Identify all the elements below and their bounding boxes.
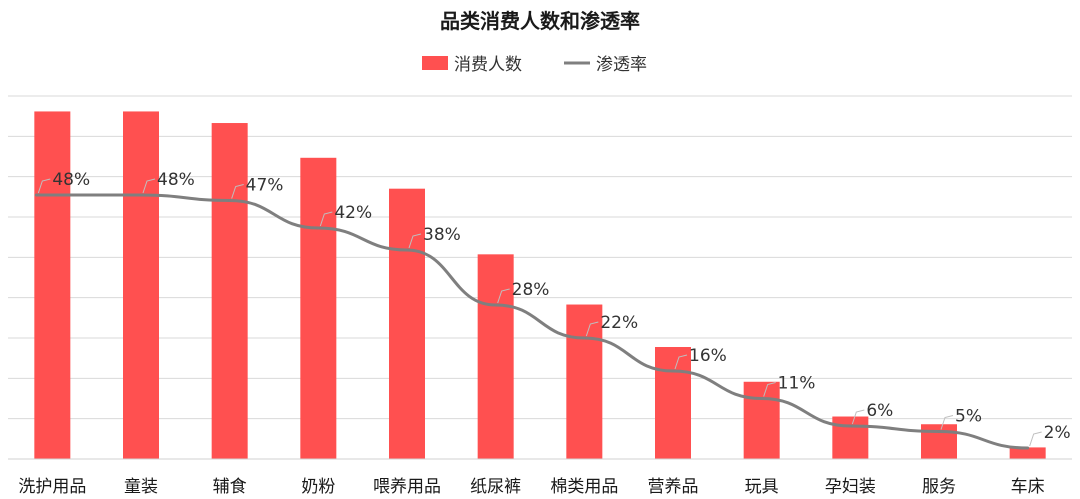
line-point-11 <box>937 430 941 433</box>
line-point-10 <box>848 424 852 428</box>
x-tick-label-7: 棉类用品 <box>550 477 618 497</box>
x-tick-label-5: 喂养用品 <box>373 477 441 497</box>
line-point-5 <box>405 248 409 252</box>
label-leader-2 <box>142 178 156 194</box>
x-tick-label-1: 洗护用品 <box>18 477 86 497</box>
chart-title: 品类消费人数和渗透率 <box>440 9 640 33</box>
line-point-3 <box>228 199 232 202</box>
bar-5 <box>389 188 425 459</box>
legend-swatch-bar <box>422 56 448 70</box>
line-point-8 <box>671 369 675 373</box>
data-label-9: 11% <box>778 374 816 394</box>
data-labels: 48% 48% 47% 42% 38% 28% 22% 16% 11% 6% 5% 2% <box>37 170 1071 447</box>
x-tick-label-2: 童装 <box>124 477 158 497</box>
x-axis: 洗护用品 童装 辅食 奶粉 喂养用品 纸尿裤 棉类用品 营养品 玩具 孕妇装 服务 车床 <box>8 458 1072 497</box>
line-point-4 <box>316 226 320 230</box>
bars <box>34 111 1046 459</box>
bar-2 <box>123 111 159 459</box>
label-leader-8 <box>674 354 688 370</box>
label-leader-10 <box>851 409 865 425</box>
data-label-12: 2% <box>1044 423 1071 443</box>
x-tick-label-6: 纸尿裤 <box>470 477 521 497</box>
data-label-6: 28% <box>512 280 550 300</box>
data-label-11: 5% <box>955 407 982 427</box>
x-tick-label-8: 营养品 <box>648 477 699 497</box>
data-label-5: 38% <box>423 225 461 245</box>
label-leader-1 <box>37 178 51 194</box>
data-label-1: 48% <box>52 170 90 190</box>
gridlines <box>8 95 1072 460</box>
bar-8 <box>655 347 691 459</box>
label-leader-6 <box>497 288 510 304</box>
bar-11 <box>921 424 957 459</box>
line-point-2 <box>139 193 143 197</box>
legend: 消费人数 渗透率 <box>422 55 647 75</box>
label-leader-11 <box>940 415 954 430</box>
data-label-8: 16% <box>689 346 727 366</box>
label-leader-5 <box>408 233 422 249</box>
label-leader-9 <box>763 382 776 397</box>
bar-3 <box>211 123 248 459</box>
line-point-12 <box>1026 446 1030 450</box>
bar-1 <box>34 111 71 459</box>
data-label-2: 48% <box>157 170 195 190</box>
line-point-6 <box>494 303 498 307</box>
data-label-4: 42% <box>334 203 372 223</box>
line-point-7 <box>582 336 586 340</box>
x-tick-label-11: 服务 <box>922 477 956 497</box>
bar-4 <box>300 157 337 459</box>
line-series <box>34 193 1030 450</box>
line-point-9 <box>760 397 764 400</box>
bar-7 <box>566 304 603 459</box>
x-tick-label-3: 辅食 <box>213 477 247 497</box>
bar-10 <box>832 416 869 459</box>
label-leader-4 <box>319 211 333 227</box>
legend-label-line: 渗透率 <box>596 55 647 75</box>
data-label-3: 47% <box>246 176 284 196</box>
label-leader-3 <box>231 184 244 199</box>
x-tick-label-4: 奶粉 <box>301 477 335 497</box>
x-tick-label-10: 孕妇装 <box>825 477 876 497</box>
bar-6 <box>477 254 514 459</box>
label-leader-7 <box>585 321 599 337</box>
bar-9 <box>743 381 780 459</box>
data-label-7: 22% <box>600 313 638 333</box>
bar-12 <box>1009 447 1046 459</box>
data-label-10: 6% <box>866 401 893 421</box>
x-tick-label-9: 玩具 <box>745 477 779 497</box>
line-point-1 <box>34 193 38 197</box>
label-leader-12 <box>1029 431 1042 447</box>
x-tick-label-12: 车床 <box>1011 477 1045 497</box>
legend-label-bar: 消费人数 <box>454 55 522 75</box>
